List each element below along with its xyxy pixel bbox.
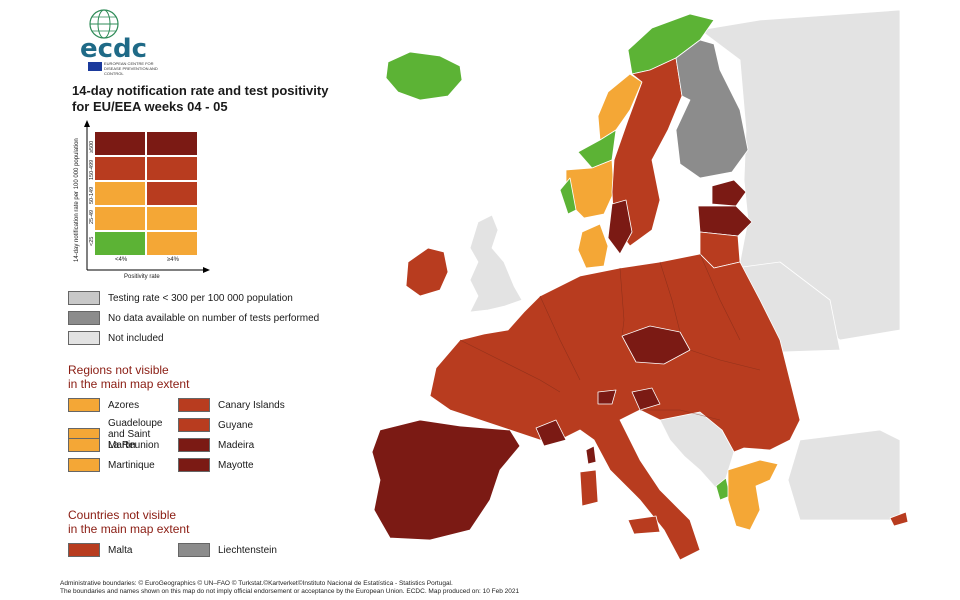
region-right-label: Canary Islands (218, 399, 285, 411)
region-right-item: Guyane (178, 418, 290, 432)
y-tick-3: 50-149 (89, 186, 95, 204)
finland (675, 39, 749, 179)
x-tick-2: ≥4% (167, 257, 179, 263)
matrix-cell-r1-c0 (94, 156, 146, 181)
latvia (697, 205, 753, 237)
not-included-swatch (68, 331, 100, 345)
region-right-swatch (178, 438, 210, 452)
region-left-item: Martinique (68, 458, 180, 472)
france-south-dark (535, 419, 567, 447)
country-label: Liechtenstein (218, 544, 277, 556)
region-left-label: Azores (108, 399, 140, 411)
norway-mid-green (577, 129, 617, 169)
matrix-x-axis-label: Positivity rate (124, 274, 160, 280)
title-line-2: for EU/EEA weeks 04 - 05 (72, 99, 228, 114)
regions-heading: Regions not visible in the main map exte… (68, 363, 268, 391)
y-tick-4: 25-49 (89, 209, 95, 224)
region-right-label: Madeira (218, 439, 255, 451)
region-left-swatch (68, 398, 100, 412)
footer: Administrative boundaries: © EuroGeograp… (60, 580, 519, 596)
country-swatch (68, 543, 100, 557)
matrix-y-axis-label: 14-day notification rate per 100 000 pop… (74, 138, 80, 262)
agency-name: EUROPEAN CENTRE FOR DISEASE PREVENTION A… (104, 61, 158, 76)
testing-rate-swatch (68, 291, 100, 305)
country-swatch (178, 543, 210, 557)
matrix-cell-r4-c1 (146, 231, 198, 256)
logo-text: ecdc (80, 34, 148, 64)
corsica (585, 445, 597, 465)
region-left-label: Martinique (108, 459, 155, 471)
no-data-label: No data available on number of tests per… (108, 312, 320, 324)
region-right-item: Canary Islands (178, 398, 290, 412)
matrix-axes (84, 120, 210, 273)
x-tick-1: <4% (115, 257, 128, 263)
region-right-item: Mayotte (178, 458, 290, 472)
norway-center (597, 73, 643, 141)
continental-europe (429, 253, 801, 561)
not-included-label: Not included (108, 332, 164, 344)
legend-no-data: No data available on number of tests per… (68, 311, 319, 325)
greece (727, 459, 779, 531)
country-label: Malta (108, 544, 133, 556)
y-tick-2: 150-499 (89, 159, 95, 180)
region-left-item: La Reunion (68, 438, 180, 452)
matrix-cell-r2-c0 (94, 181, 146, 206)
sweden-south-dark (607, 199, 633, 255)
y-tick-5: <25 (89, 236, 95, 246)
norway-west-green (559, 177, 577, 215)
ireland (405, 247, 449, 297)
country-item: Liechtenstein (178, 543, 277, 557)
region-left-label: La Reunion (108, 439, 160, 451)
footer-line-2: The boundaries and names shown on this m… (60, 588, 520, 595)
region-right-swatch (178, 418, 210, 432)
regions-heading-line-2: in the main map extent (68, 377, 190, 391)
countries-heading: Countries not visible in the main map ex… (68, 508, 268, 536)
italy-north-dark (597, 389, 617, 405)
footer-line-1: Administrative boundaries: © EuroGeograp… (60, 580, 453, 587)
region-left-swatch (68, 458, 100, 472)
cyprus (889, 511, 909, 527)
regions-heading-line-1: Regions not visible (68, 363, 169, 377)
no-data-swatch (68, 311, 100, 325)
denmark (577, 223, 609, 269)
countries-heading-line-2: in the main map extent (68, 522, 190, 536)
iberia (371, 419, 521, 541)
matrix-cell-r4-c0 (94, 231, 146, 256)
uk-landmass (469, 214, 523, 313)
region-left-item: Azores (68, 398, 180, 412)
eu-flag-icon (88, 62, 102, 71)
matrix-cell-r1-c1 (146, 156, 198, 181)
region-right-item: Madeira (178, 438, 290, 452)
slovenia (631, 387, 661, 411)
region-right-label: Mayotte (218, 459, 254, 471)
matrix-cell-r0-c1 (146, 131, 198, 156)
turkey-landmass (787, 429, 901, 521)
iceland (385, 51, 463, 101)
map-title: 14-day notification rate and test positi… (72, 83, 372, 115)
matrix-cell-r0-c0 (94, 131, 146, 156)
sicily (627, 515, 661, 535)
region-left-swatch (68, 438, 100, 452)
matrix-cell-r2-c1 (146, 181, 198, 206)
matrix-cell-r3-c1 (146, 206, 198, 231)
region-right-swatch (178, 398, 210, 412)
legend-testing-rate: Testing rate < 300 per 100 000 populatio… (68, 291, 293, 305)
estonia (711, 179, 747, 207)
y-tick-1: ≥500 (89, 140, 95, 153)
country-item: Malta (68, 543, 132, 557)
region-right-label: Guyane (218, 419, 254, 431)
region-right-swatch (178, 458, 210, 472)
region-left-label: Guadeloupe and Saint Martin (108, 418, 163, 451)
testing-rate-label: Testing rate < 300 per 100 000 populatio… (108, 292, 293, 304)
sardinia (579, 469, 599, 507)
matrix-cell-r3-c0 (94, 206, 146, 231)
legend-not-included: Not included (68, 331, 164, 345)
ecdc-logo-icon (89, 9, 119, 39)
title-line-1: 14-day notification rate and test positi… (72, 83, 329, 98)
countries-heading-line-1: Countries not visible (68, 508, 177, 522)
